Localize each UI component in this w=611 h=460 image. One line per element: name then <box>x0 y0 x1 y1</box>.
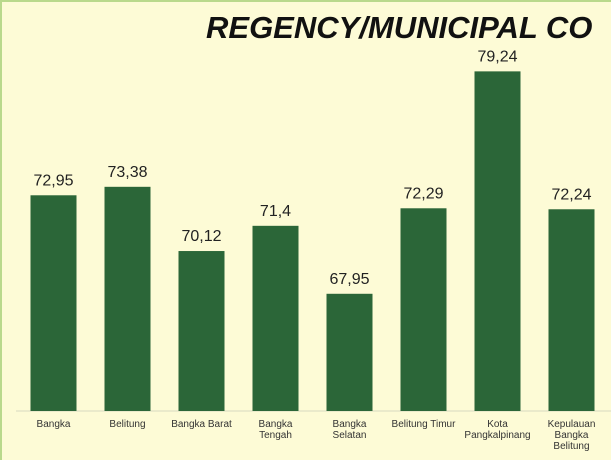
value-label: 72,95 <box>33 172 73 189</box>
x-tick-label: Bangka Selatan <box>332 419 367 441</box>
x-tick-label: Bangka Tengah <box>258 419 293 441</box>
chart-title: REGENCY/MUNICIPAL CO <box>206 10 592 45</box>
x-tick-label: Belitung <box>109 419 146 430</box>
value-label: 79,24 <box>477 48 517 65</box>
x-tick-label: Kota Pangkalpinang <box>464 419 531 441</box>
value-label: 70,12 <box>181 228 221 245</box>
bar <box>474 71 521 411</box>
x-tick-label: Kepulauan Bangka Belitung <box>547 419 596 452</box>
bar <box>104 186 151 411</box>
bar <box>178 251 225 411</box>
x-tick-label: Bangka <box>36 419 71 430</box>
value-label: 71,4 <box>260 203 291 220</box>
value-label: 67,95 <box>329 271 369 288</box>
bar <box>30 195 77 411</box>
bar <box>548 209 595 411</box>
value-label: 72,24 <box>551 186 591 203</box>
x-tick-label: Belitung Timur <box>391 419 456 430</box>
value-label: 73,38 <box>107 164 147 181</box>
bar <box>252 225 299 411</box>
x-tick-label: Bangka Barat <box>171 419 232 430</box>
bar <box>400 208 447 411</box>
value-label: 72,29 <box>403 185 443 202</box>
bar <box>326 293 373 411</box>
